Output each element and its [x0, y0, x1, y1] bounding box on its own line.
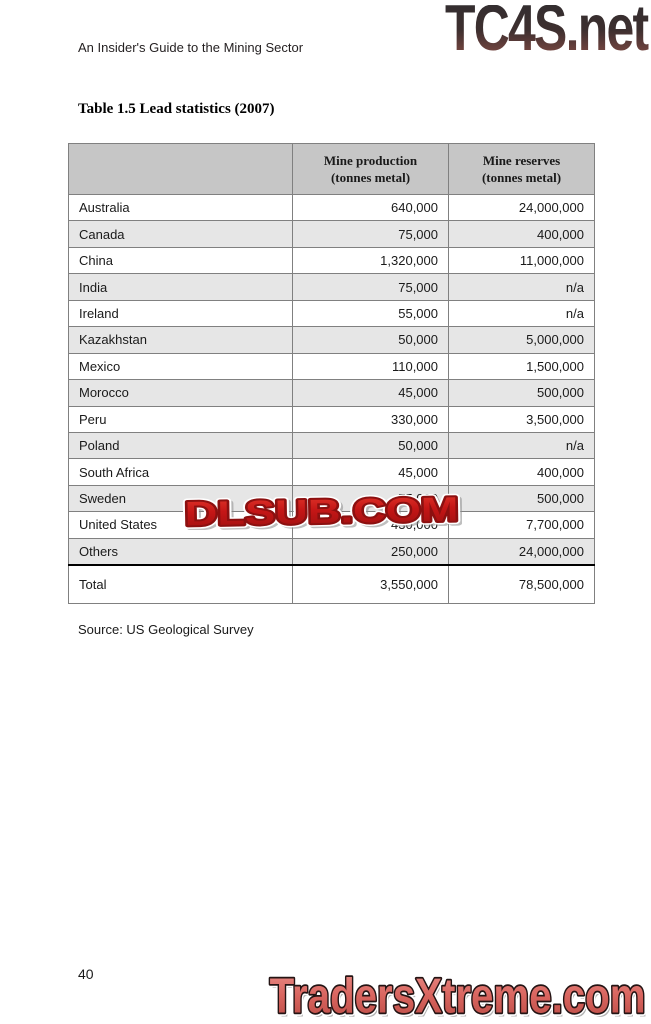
svg-text:TC4S.net: TC4S.net — [445, 5, 649, 61]
svg-text:TradersXtreme.com: TradersXtreme.com — [270, 972, 646, 1020]
svg-text:DLSUB.COM: DLSUB.COM — [184, 491, 458, 530]
